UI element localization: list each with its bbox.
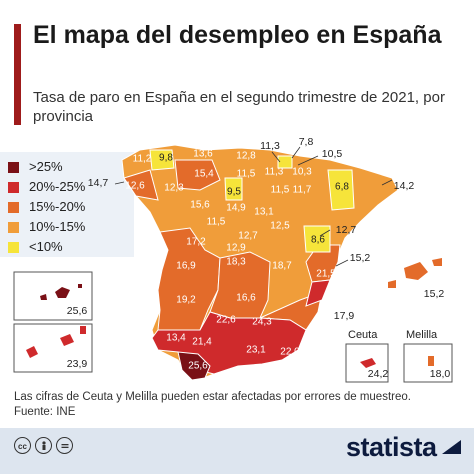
province-label: 12,7 xyxy=(335,224,357,236)
province-label: 15,2 xyxy=(349,252,371,264)
province-label: 18,3 xyxy=(226,256,246,268)
canarias-inset-top xyxy=(13,271,93,321)
baleares-islands xyxy=(388,258,442,288)
source-text: Fuente: INE xyxy=(14,406,76,418)
province-label: 9,8 xyxy=(159,152,173,164)
province-label: 12,3 xyxy=(164,182,184,194)
province-label: 11,2 xyxy=(132,153,152,165)
melilla-shape xyxy=(428,356,434,366)
region-lt10-palencia xyxy=(224,177,243,201)
province-label: 21,4 xyxy=(192,336,212,348)
legend-label: 15%-20% xyxy=(29,199,86,214)
province-label: 15,2 xyxy=(423,288,445,300)
chart-title: El mapa del desempleo en España xyxy=(33,21,442,49)
province-label: 12,5 xyxy=(270,220,290,232)
province-label: 8,6 xyxy=(311,234,325,246)
province-label: 14,9 xyxy=(226,202,246,214)
chart-subtitle: Tasa de paro en España en el segundo tri… xyxy=(33,89,445,125)
region-lt10-huesca xyxy=(327,169,355,211)
canarias-islands-east xyxy=(26,326,86,358)
leader-line xyxy=(271,151,281,163)
province-label: 17,2 xyxy=(186,236,206,248)
province-label: 7,8 xyxy=(298,136,314,148)
province-label: 13,1 xyxy=(254,206,274,218)
footer-bar xyxy=(0,428,474,474)
canarias-islands-west xyxy=(40,284,82,300)
province-label: 23,9 xyxy=(66,358,88,370)
province-label: 24,3 xyxy=(252,316,272,328)
province-label: 22,6 xyxy=(216,314,236,326)
nd-icon[interactable] xyxy=(56,437,73,454)
province-label: 16,6 xyxy=(236,292,256,304)
legend-label: 10%-15% xyxy=(29,219,86,234)
province-label: 11,3 xyxy=(264,166,284,178)
province-label: 16,9 xyxy=(176,260,196,272)
legend-label: 20%-25% xyxy=(29,179,86,194)
province-label: 18,7 xyxy=(272,260,292,272)
leader-line xyxy=(291,146,301,159)
by-icon[interactable] xyxy=(35,437,52,454)
province-label: 22,0 xyxy=(280,346,300,358)
leader-line xyxy=(114,181,125,185)
melilla-title: Melilla xyxy=(406,329,438,341)
leader-line xyxy=(381,179,393,186)
statista-logo[interactable]: statista xyxy=(346,432,437,462)
legend-swatch xyxy=(8,162,19,173)
province-label: 23,1 xyxy=(246,344,266,356)
province-label: 13,6 xyxy=(193,148,213,160)
province-label: 12,8 xyxy=(236,150,256,162)
province-label: 14,2 xyxy=(393,180,415,192)
province-label: 11,5 xyxy=(236,168,256,180)
region-lt10-asturias xyxy=(149,149,175,171)
ceuta-shape xyxy=(360,358,376,368)
province-label: 25,6 xyxy=(188,360,208,372)
melilla-value: 18,0 xyxy=(429,368,451,380)
region-lt10-teruel xyxy=(303,225,331,253)
province-label: 21,5 xyxy=(316,268,336,280)
province-label: 15,6 xyxy=(190,199,210,211)
legend-swatch xyxy=(8,222,19,233)
province-label: 6,8 xyxy=(335,181,349,193)
ceuta-title: Ceuta xyxy=(348,329,378,341)
leader-line xyxy=(319,229,331,237)
footnote: Las cifras de Ceuta y Melilla pueden est… xyxy=(14,390,464,420)
footnote-text: Las cifras de Ceuta y Melilla pueden est… xyxy=(14,391,411,403)
province-label: 12,9 xyxy=(226,242,246,254)
region-lt10-basque xyxy=(277,155,293,169)
province-label: 19,2 xyxy=(176,294,196,306)
title-accent-bar xyxy=(14,24,21,125)
legend-swatch xyxy=(8,182,19,193)
province-label: 25,6 xyxy=(66,305,88,317)
province-label: 15,4 xyxy=(194,168,214,180)
province-label: 17,9 xyxy=(333,310,355,322)
cc-icon[interactable]: cc xyxy=(14,437,31,454)
ceuta-value: 24,2 xyxy=(367,368,389,380)
region-15-20-galicia xyxy=(123,169,159,201)
province-label: 12,7 xyxy=(238,230,258,242)
region-20-25-murcia xyxy=(305,279,331,307)
province-label: 11,5 xyxy=(206,216,226,228)
province-label: 14,7 xyxy=(87,177,109,189)
province-label: 11,3 xyxy=(260,140,280,152)
legend: >25% 20%-25% 15%-20% 10%-15% <10% xyxy=(0,152,134,257)
leader-line xyxy=(297,155,319,166)
legend-swatch xyxy=(8,202,19,213)
province-label: 10,5 xyxy=(321,148,343,160)
legend-label: <10% xyxy=(29,239,63,254)
region-gt25-cadiz xyxy=(177,351,211,381)
province-label: 9,5 xyxy=(227,186,241,198)
region-15-20-leon xyxy=(174,159,221,191)
province-label: 12,6 xyxy=(125,180,145,192)
legend-label: >25% xyxy=(29,159,63,174)
province-label: 11,5 xyxy=(270,184,290,196)
province-label: 10,3 xyxy=(292,166,312,178)
legend-swatch xyxy=(8,242,19,253)
province-label: 11,7 xyxy=(292,184,312,196)
province-label: 13,4 xyxy=(166,332,186,344)
canarias-inset-bottom xyxy=(13,323,93,373)
leader-line xyxy=(335,259,349,267)
